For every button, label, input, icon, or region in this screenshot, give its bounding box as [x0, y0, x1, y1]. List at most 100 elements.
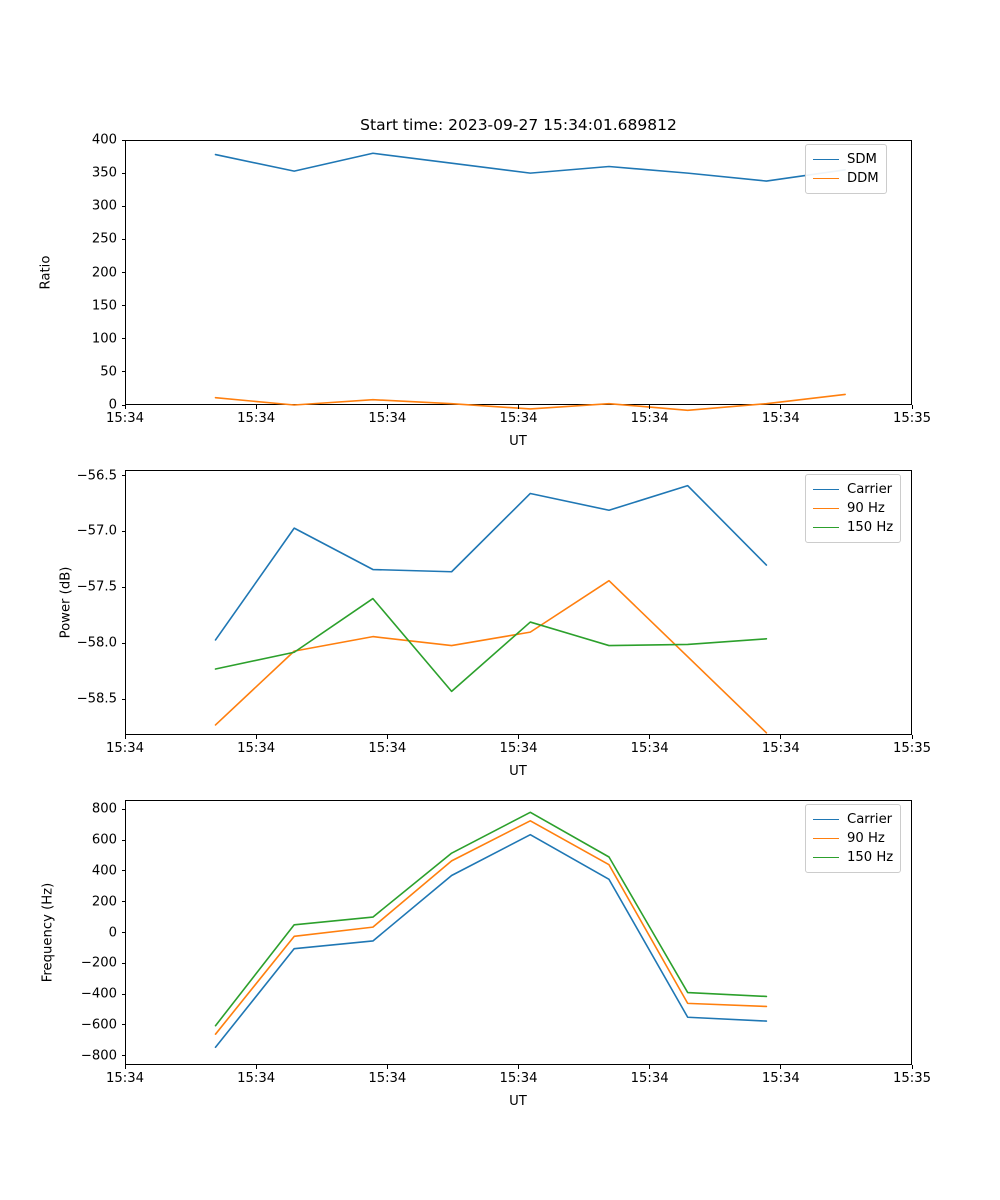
plot-area-power [214, 484, 768, 734]
legend-swatch-icon [813, 159, 839, 160]
y-tick-mark [121, 338, 125, 340]
y-tick-label: −56.5 [76, 468, 117, 484]
legend-swatch-icon [813, 508, 839, 509]
x-tick-mark [124, 735, 126, 739]
legend-swatch-icon [813, 857, 839, 858]
x-tick-label: 15:34 [630, 411, 669, 426]
plot-area-ratio [214, 152, 846, 412]
series-line [214, 484, 768, 641]
x-tick-mark [386, 405, 388, 409]
legend-entry[interactable]: Carrier [813, 810, 893, 829]
legend-entry[interactable]: DDM [813, 169, 879, 188]
y-tick-mark [121, 839, 125, 841]
y-tick-mark [121, 205, 125, 207]
legend-ratio[interactable]: SDM DDM [805, 144, 887, 194]
y-tick-mark [121, 305, 125, 307]
axes-frame-ratio [125, 140, 912, 405]
y-tick-mark [121, 530, 125, 532]
y-tick-mark [121, 404, 125, 406]
y-tick-mark [121, 962, 125, 964]
legend-entry[interactable]: 150 Hz [813, 848, 893, 867]
legend-entry[interactable]: SDM [813, 150, 879, 169]
y-tick-mark [121, 932, 125, 933]
legend-entry[interactable]: Carrier [813, 480, 893, 499]
x-tick-label: 15:34 [237, 1071, 276, 1086]
legend-swatch-icon [813, 178, 839, 179]
x-tick-mark [518, 735, 519, 739]
x-tick-label: 15:34 [368, 1071, 407, 1086]
x-tick-mark [780, 405, 782, 409]
y-tick-mark [121, 993, 125, 995]
y-tick-label: 50 [100, 364, 117, 380]
x-axis-label-ratio: UT [509, 434, 527, 449]
legend-power[interactable]: Carrier 90 Hz 150 Hz [805, 474, 902, 543]
x-tick-mark [911, 735, 913, 739]
y-tick-label: −58.5 [76, 691, 117, 707]
x-tick-label: 15:34 [368, 741, 407, 756]
x-tick-mark [780, 1065, 782, 1069]
x-tick-mark [911, 405, 913, 409]
legend-entry[interactable]: 150 Hz [813, 518, 893, 537]
y-tick-mark [121, 901, 125, 903]
x-tick-mark [255, 405, 257, 409]
y-tick-mark [121, 870, 125, 872]
series-line [214, 811, 768, 1027]
y-tick-label: 400 [91, 132, 117, 148]
x-tick-label: 15:34 [105, 1071, 145, 1086]
series-line [214, 819, 768, 1035]
x-tick-mark [386, 1065, 388, 1069]
y-tick-mark [121, 238, 125, 240]
y-tick-label: 600 [91, 832, 117, 848]
x-tick-mark [255, 735, 257, 739]
y-tick-label: 250 [91, 231, 117, 247]
legend-swatch-icon [813, 527, 839, 528]
y-tick-label: −400 [80, 986, 117, 1002]
y-tick-mark [121, 272, 125, 273]
y-tick-mark [121, 139, 125, 141]
legend-entry[interactable]: 90 Hz [813, 829, 893, 848]
x-tick-label: 15:34 [499, 411, 538, 426]
x-tick-mark [386, 735, 388, 739]
x-tick-mark [124, 1065, 126, 1069]
y-tick-mark [121, 475, 125, 477]
legend-frequency[interactable]: Carrier 90 Hz 150 Hz [805, 804, 902, 873]
y-tick-label: −800 [80, 1048, 117, 1064]
figure-title: Start time: 2023-09-27 15:34:01.689812 [360, 116, 677, 134]
x-axis-label-power: UT [509, 764, 527, 779]
x-tick-label: 15:34 [761, 741, 800, 756]
y-tick-mark [121, 808, 125, 810]
x-tick-mark [124, 405, 126, 409]
legend-label: Carrier [847, 812, 893, 827]
x-tick-label: 15:34 [237, 411, 276, 426]
x-tick-label: 15:34 [237, 741, 276, 756]
y-tick-label: 0 [108, 397, 117, 413]
x-tick-label: 15:34 [630, 741, 669, 756]
legend-label: Carrier [847, 482, 893, 497]
y-tick-label: 200 [91, 894, 117, 910]
legend-swatch-icon [813, 819, 839, 820]
axes-frame-power [125, 470, 912, 735]
legend-label: 150 Hz [847, 520, 894, 535]
y-tick-label: −58.0 [76, 635, 117, 651]
y-tick-label: 400 [91, 863, 117, 879]
x-tick-mark [911, 1065, 913, 1069]
legend-label: SDM [847, 152, 877, 167]
y-tick-mark [121, 642, 125, 644]
x-tick-label: 15:34 [761, 1071, 800, 1086]
y-tick-label: 200 [91, 265, 117, 280]
legend-label: 90 Hz [847, 831, 885, 846]
axes-frame-frequency [125, 800, 912, 1065]
y-tick-mark [121, 1024, 125, 1026]
x-tick-mark [649, 735, 651, 739]
y-tick-label: −57.0 [76, 523, 117, 539]
y-tick-label: −200 [80, 955, 117, 971]
panel-frequency: −800 −600 −400 −200 0 200 400 600 800 15:34 15:34 1… [41, 800, 931, 1109]
x-tick-label: 15:34 [630, 1071, 669, 1086]
legend-swatch-icon [813, 838, 839, 839]
plot-area-frequency [214, 811, 768, 1049]
legend-label: DDM [847, 171, 879, 186]
legend-swatch-icon [813, 489, 839, 490]
x-tick-mark [780, 735, 782, 739]
legend-entry[interactable]: 90 Hz [813, 499, 893, 518]
